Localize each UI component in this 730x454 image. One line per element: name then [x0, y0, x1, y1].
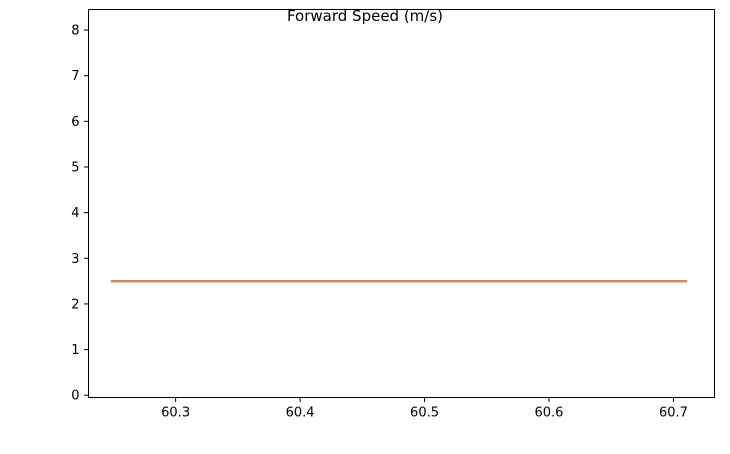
- chart-title: Forward Speed (m/s): [287, 7, 443, 25]
- y-tick-label: 8: [71, 24, 79, 39]
- x-tick-label: 60.6: [535, 406, 564, 421]
- y-tick-label: 5: [71, 160, 79, 175]
- y-tick-label: 1: [71, 343, 79, 358]
- axes-frame: [88, 9, 715, 398]
- y-tick-label: 0: [71, 389, 79, 404]
- y-tick-label: 2: [71, 297, 79, 312]
- y-axis: 0 1 2 3 4 5 6 7 8: [71, 24, 89, 404]
- x-tick-label: 60.4: [286, 406, 315, 421]
- y-tick-label: 4: [71, 206, 79, 221]
- y-tick-label: 3: [71, 252, 79, 267]
- y-tick-label: 6: [71, 115, 79, 130]
- x-axis: 60.3 60.4 60.5 60.6 60.7: [161, 397, 688, 421]
- x-tick-label: 60.3: [161, 406, 190, 421]
- x-tick-label: 60.5: [410, 406, 439, 421]
- y-tick-label: 7: [71, 69, 79, 84]
- x-tick-label: 60.7: [659, 406, 688, 421]
